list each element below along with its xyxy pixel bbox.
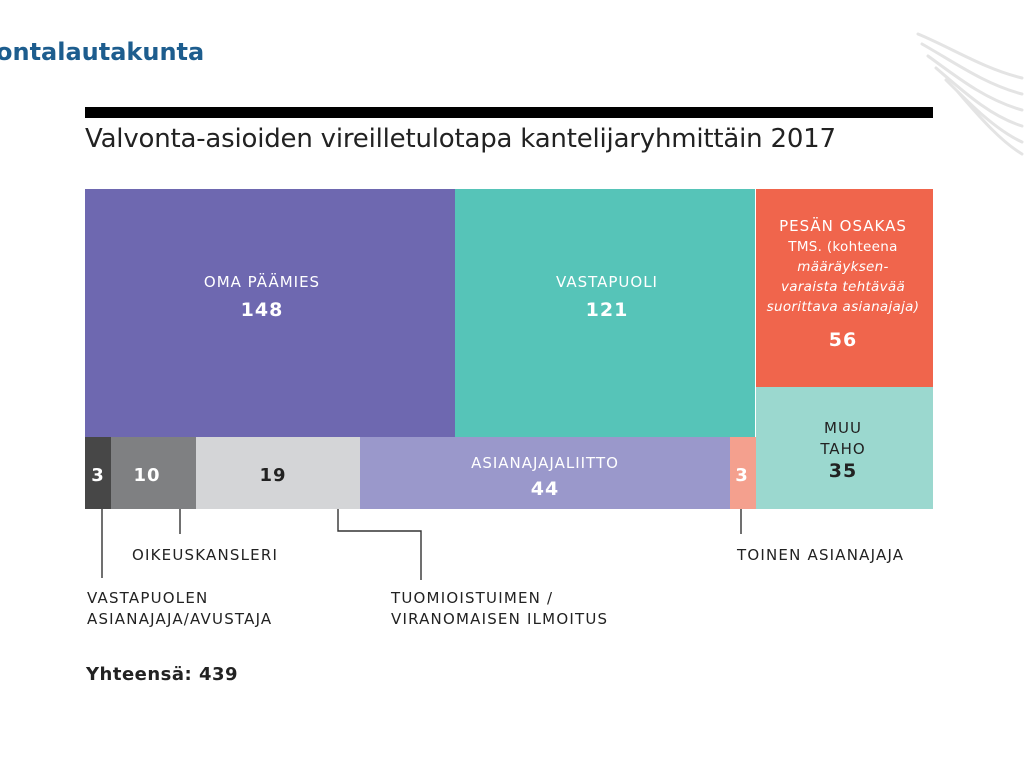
segment-oikeuskansleri <box>111 437 196 509</box>
value-vastapuolen: 3 <box>91 465 105 486</box>
value-vastapuoli: 121 <box>586 299 629 321</box>
segment-liitto <box>360 437 730 509</box>
label-pesan-line-2: TMS. (kohteena <box>787 239 897 255</box>
segment-tuomioistuin <box>196 437 360 509</box>
chart-title: Valvonta-asioiden vireilletulotapa kante… <box>85 124 836 154</box>
label-tuomioistuin-line-2: VIRANOMAISEN ILMOITUS <box>391 610 608 628</box>
value-muu: 35 <box>829 460 857 482</box>
value-tuomioistuin: 19 <box>259 465 286 486</box>
value-toinen: 3 <box>735 465 749 486</box>
segment-oma <box>85 189 455 437</box>
label-pesan-line-3: määräyksen- <box>797 259 888 275</box>
title-rule <box>85 107 933 118</box>
segment-vastapuolen <box>85 437 111 509</box>
brand-name: ontalautakunta <box>0 38 205 66</box>
value-liitto: 44 <box>531 478 559 500</box>
label-oma: OMA PÄÄMIES <box>204 272 320 291</box>
total-label: Yhteensä: 439 <box>86 664 239 685</box>
value-pesan: 56 <box>829 329 857 351</box>
label-pesan-line-4: varaista tehtävää <box>781 279 905 295</box>
segment-toinen <box>730 437 756 509</box>
label-muu-line-2: TAHO <box>819 440 865 458</box>
label-oikeuskansleri: OIKEUSKANSLERI <box>132 546 278 564</box>
value-oikeuskansleri: 10 <box>133 465 160 486</box>
value-oma: 148 <box>241 299 284 321</box>
label-vastapuoli: VASTAPUOLI <box>556 273 658 291</box>
label-pesan-line-5: suorittava asianajaja) <box>767 299 920 315</box>
label-vastapuolen-line-2: ASIANAJAJA/AVUSTAJA <box>87 610 272 628</box>
segment-muu <box>756 387 933 509</box>
label-toinen: TOINEN ASIANAJAJA <box>736 546 904 564</box>
label-vastapuolen-line-1: VASTAPUOLEN <box>87 589 208 607</box>
label-liitto: ASIANAJAJALIITTO <box>471 454 619 472</box>
wing-logo-icon <box>916 32 1024 156</box>
label-pesan-line-1: PESÄN OSAKAS <box>779 216 907 235</box>
label-tuomioistuin-line-1: TUOMIOISTUIMEN / <box>390 589 553 607</box>
label-muu-line-1: MUU <box>824 419 862 437</box>
leader-tuomioistuin <box>337 509 422 580</box>
segment-vastapuoli <box>455 189 755 437</box>
segment-pesan <box>756 189 933 387</box>
